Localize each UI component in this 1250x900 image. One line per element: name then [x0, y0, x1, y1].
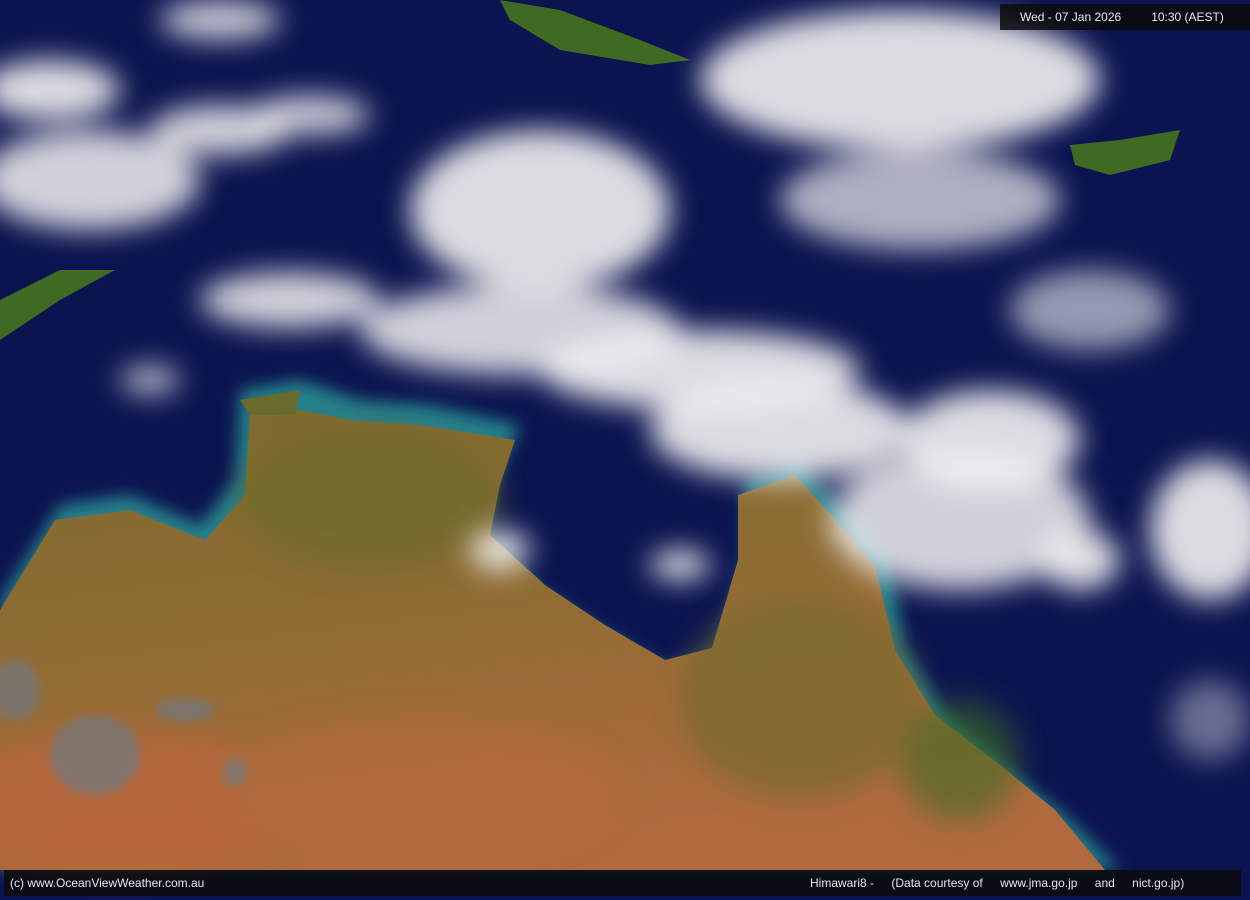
islands — [0, 0, 1180, 415]
nict-link[interactable]: nict.go.jp) — [1132, 876, 1185, 890]
footer-bar: (c) www.OceanViewWeather.com.au Himawari… — [4, 870, 1241, 896]
copyright-link[interactable]: (c) www.OceanViewWeather.com.au — [10, 876, 205, 890]
clouds — [0, 0, 1250, 760]
satellite-label: Himawari8 - — [810, 876, 875, 890]
time-label: 10:30 (AEST) — [1151, 10, 1224, 24]
data-credit: Himawari8 - (Data courtesy of www.jma.go… — [810, 876, 1198, 890]
timestamp-bar: Wed - 07 Jan 2026 10:30 (AEST) — [1000, 4, 1250, 30]
courtesy-label: (Data courtesy of — [891, 876, 983, 890]
jma-link[interactable]: www.jma.go.jp — [1000, 876, 1078, 890]
date-label: Wed - 07 Jan 2026 — [1020, 10, 1122, 24]
and-label: and — [1094, 876, 1115, 890]
